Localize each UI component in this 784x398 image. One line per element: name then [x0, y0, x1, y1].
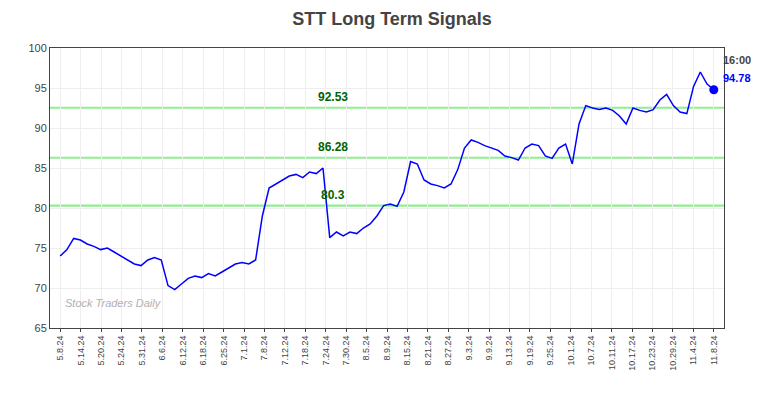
svg-text:85: 85 — [35, 162, 47, 174]
svg-text:9.25.24: 9.25.24 — [545, 336, 555, 366]
svg-text:16:00: 16:00 — [723, 54, 751, 66]
svg-text:95: 95 — [35, 82, 47, 94]
svg-text:8.15.24: 8.15.24 — [402, 336, 412, 366]
svg-text:10.7.24: 10.7.24 — [586, 336, 596, 366]
svg-text:5.20.24: 5.20.24 — [96, 336, 106, 366]
svg-text:6.12.24: 6.12.24 — [178, 336, 188, 366]
svg-text:7.24.24: 7.24.24 — [321, 336, 331, 366]
svg-text:8.21.24: 8.21.24 — [423, 336, 433, 366]
svg-text:86.28: 86.28 — [318, 140, 348, 154]
svg-text:100: 100 — [28, 42, 46, 54]
svg-text:8.5.24: 8.5.24 — [362, 336, 372, 361]
svg-text:80.3: 80.3 — [321, 188, 345, 202]
svg-text:80: 80 — [35, 202, 47, 214]
svg-text:5.14.24: 5.14.24 — [76, 336, 86, 366]
svg-text:7.8.24: 7.8.24 — [259, 336, 269, 361]
svg-text:7.12.24: 7.12.24 — [280, 336, 290, 366]
svg-text:7.30.24: 7.30.24 — [341, 336, 351, 366]
svg-text:10.23.24: 10.23.24 — [647, 336, 657, 371]
svg-text:8.27.24: 8.27.24 — [443, 336, 453, 366]
svg-text:5.31.24: 5.31.24 — [137, 336, 147, 366]
svg-text:Stock Traders Daily: Stock Traders Daily — [65, 297, 162, 309]
svg-text:7.1.24: 7.1.24 — [239, 336, 249, 361]
svg-text:8.9.24: 8.9.24 — [382, 336, 392, 361]
svg-text:10.1.24: 10.1.24 — [566, 336, 576, 366]
svg-text:90: 90 — [35, 122, 47, 134]
svg-text:94.78: 94.78 — [723, 72, 751, 84]
svg-text:5.8.24: 5.8.24 — [55, 336, 65, 361]
svg-text:10.17.24: 10.17.24 — [627, 336, 637, 371]
svg-text:9.19.24: 9.19.24 — [525, 336, 535, 366]
svg-text:11.4.24: 11.4.24 — [688, 336, 698, 365]
svg-text:STT Long Term Signals: STT Long Term Signals — [292, 9, 492, 29]
svg-text:6.25.24: 6.25.24 — [219, 336, 229, 366]
svg-text:9.3.24: 9.3.24 — [464, 336, 474, 361]
svg-text:9.9.24: 9.9.24 — [484, 336, 494, 361]
svg-text:6.18.24: 6.18.24 — [198, 336, 208, 366]
svg-text:5.24.24: 5.24.24 — [116, 336, 126, 366]
svg-text:7.18.24: 7.18.24 — [300, 336, 310, 366]
svg-text:92.53: 92.53 — [318, 90, 348, 104]
svg-text:9.13.24: 9.13.24 — [504, 336, 514, 366]
svg-text:65: 65 — [35, 322, 47, 334]
svg-text:11.8.24: 11.8.24 — [709, 336, 719, 365]
svg-text:70: 70 — [35, 282, 47, 294]
svg-text:10.11.24: 10.11.24 — [607, 336, 617, 370]
svg-text:10.29.24: 10.29.24 — [668, 336, 678, 371]
svg-text:75: 75 — [35, 242, 47, 254]
svg-text:6.6.24: 6.6.24 — [157, 336, 167, 361]
